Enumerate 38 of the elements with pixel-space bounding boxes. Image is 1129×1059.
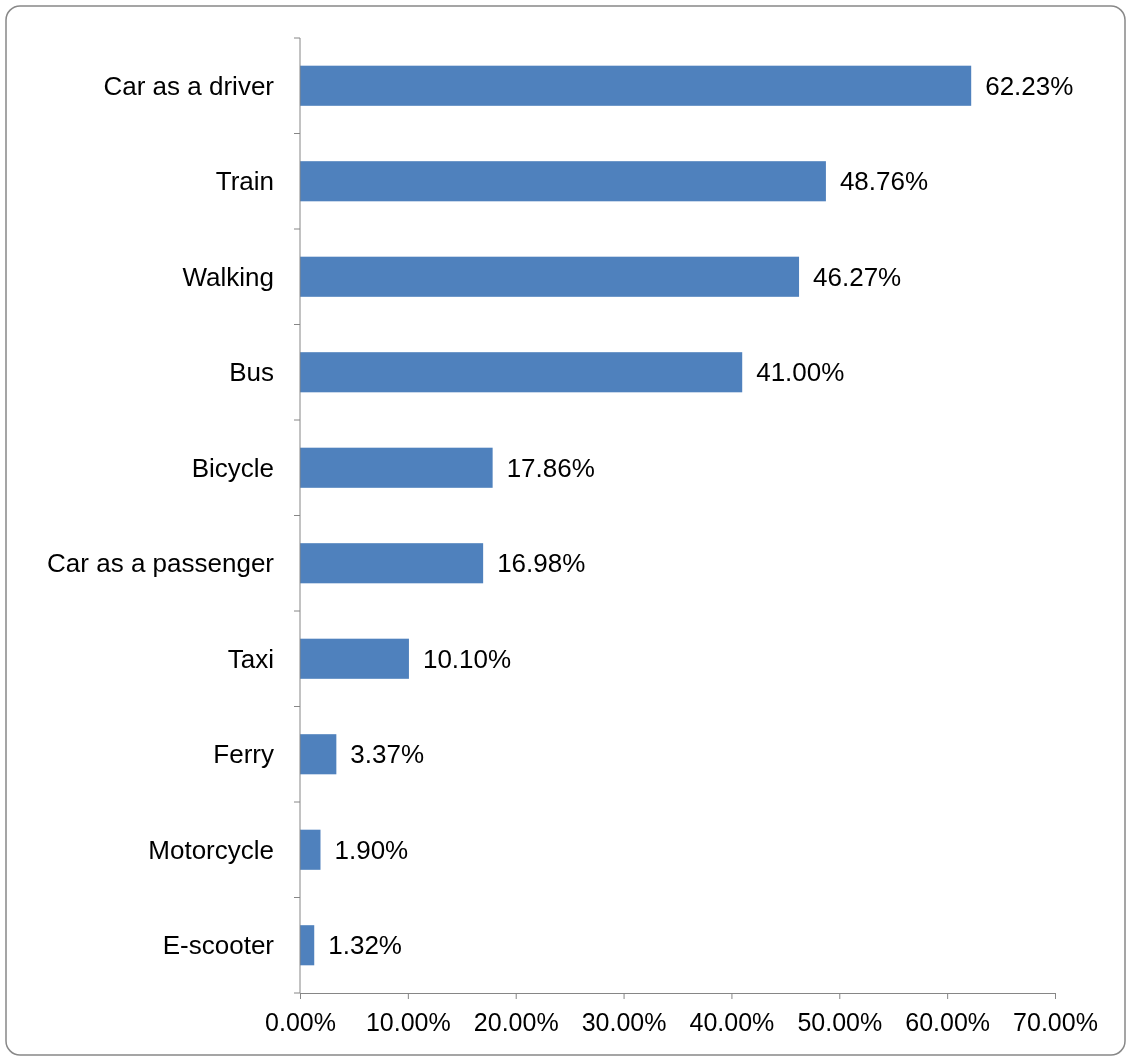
bar	[300, 829, 321, 870]
x-tick-label: 20.00%	[473, 1007, 559, 1036]
data-label: 41.00%	[756, 357, 845, 388]
data-label: 16.98%	[497, 548, 586, 579]
bar	[300, 447, 493, 488]
y-tick-label: Car as a driver	[103, 70, 275, 101]
data-label: 1.32%	[328, 930, 402, 961]
y-tick-label: Car as a passenger	[47, 548, 275, 579]
data-label: 48.76%	[839, 166, 929, 197]
y-tick-label: Ferry	[213, 739, 274, 770]
bar	[300, 65, 972, 106]
x-tick-label: 70.00%	[1013, 1007, 1098, 1036]
data-label: 10.10%	[422, 643, 512, 674]
x-tick-label: 40.00%	[689, 1007, 775, 1036]
y-tick-label: Bicycle	[191, 452, 274, 483]
bar	[300, 256, 800, 297]
y-tick-label: E-scooter	[162, 930, 275, 961]
data-label: 46.27%	[813, 261, 902, 292]
x-tick-label: 60.00%	[905, 1007, 991, 1036]
data-label: 17.86%	[506, 452, 595, 483]
y-tick-label: Motorcycle	[148, 834, 274, 865]
bar	[300, 638, 409, 679]
y-tick-label: Train	[215, 166, 274, 197]
x-tick-label: 10.00%	[365, 1007, 451, 1036]
bar	[300, 352, 743, 393]
bar	[300, 543, 484, 584]
x-tick-label: 30.00%	[581, 1007, 667, 1036]
x-tick-label: 0.00%	[265, 1007, 336, 1036]
data-label: 1.90%	[334, 834, 409, 865]
y-tick-label: Bus	[229, 357, 274, 388]
bar	[300, 734, 337, 775]
y-tick-label: Taxi	[227, 643, 274, 674]
data-label: 3.37%	[350, 739, 425, 770]
data-label: 62.23%	[985, 70, 1074, 101]
bar	[300, 925, 315, 966]
y-tick-label: Walking	[182, 261, 274, 292]
bar	[300, 161, 826, 202]
x-tick-label: 50.00%	[797, 1007, 883, 1036]
